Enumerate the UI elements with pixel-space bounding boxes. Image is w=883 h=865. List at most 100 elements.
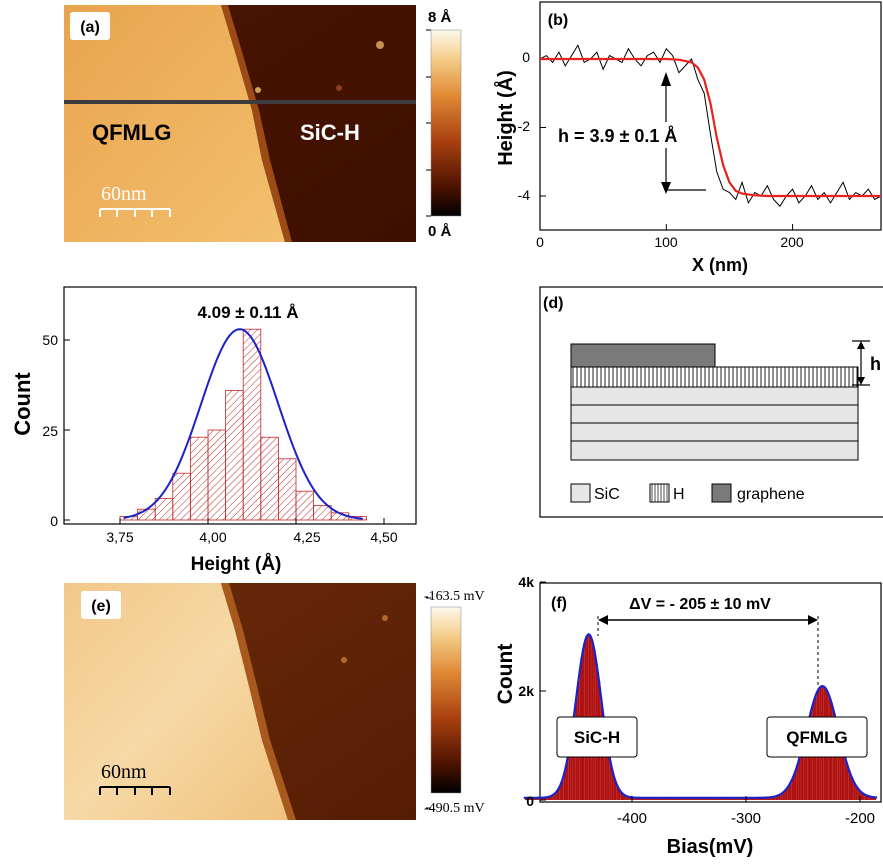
histogram-bar — [616, 785, 619, 800]
scale-bar-label: 60nm — [101, 761, 147, 783]
histogram-bar — [636, 797, 639, 800]
y-tick-label: 2k — [518, 683, 534, 699]
legend-swatch-graphene — [711, 483, 732, 503]
histogram-bar — [545, 797, 548, 800]
panel-label-box — [81, 591, 121, 619]
sic-layer — [570, 386, 859, 406]
x-tick-label: 200 — [780, 234, 804, 250]
histogram-bars — [119, 328, 367, 521]
histogram-bar — [538, 797, 541, 800]
fit-annotation: 4.09 ± 0.11 Å — [197, 303, 298, 322]
gaussian-fit-line — [523, 633, 878, 799]
histogram-bar — [547, 796, 551, 800]
histogram-bar — [794, 772, 797, 800]
x-tick-label: 4,00 — [199, 529, 226, 545]
panel-label: (a) — [80, 19, 100, 36]
histogram-bar — [762, 797, 765, 800]
histogram-bar — [260, 436, 279, 521]
histogram-bar — [609, 761, 612, 800]
histogram-bar — [207, 429, 227, 521]
colorbar-ticks — [426, 29, 431, 217]
colorbar-max-label: 8 Å — [428, 9, 452, 26]
x-tick-label: 4,25 — [293, 529, 320, 545]
panel-d: (d) h SiC H graphene — [539, 286, 883, 518]
histogram-bar — [572, 716, 576, 800]
x-tick-label: -300 — [731, 810, 761, 827]
fit-profile-line — [540, 57, 881, 198]
histogram-bar — [791, 777, 795, 800]
x-tick-label: 0 — [536, 234, 544, 250]
histogram-bar — [841, 748, 845, 800]
axis-ticks — [540, 581, 861, 802]
adsorbate-spot — [255, 87, 261, 93]
legend-label: H — [673, 486, 685, 503]
histogram-bar — [602, 716, 605, 800]
colorbar-min-label: -490.5 mV — [424, 801, 485, 816]
delta-v-annotation: ΔV = - 205 ± 10 mV — [629, 596, 771, 613]
sic-layer — [570, 404, 859, 424]
measured-profile-line — [539, 44, 882, 208]
histogram-bar — [638, 797, 642, 800]
histogram-bar — [632, 797, 635, 800]
height-marker-label: h — [870, 354, 881, 374]
histogram-bar — [873, 797, 877, 800]
histogram-bar — [623, 794, 626, 800]
y-tick-label: 0 — [50, 513, 58, 529]
gaussian-fit — [523, 633, 878, 799]
peak-label-qfmlg: QFMLG — [786, 728, 847, 747]
panel-label: (f) — [551, 595, 567, 612]
arrow-head — [598, 615, 608, 625]
peak-label-sic-h: SiC-H — [574, 728, 620, 747]
scale-bar — [99, 786, 171, 795]
gaussian-fit — [123, 328, 363, 520]
arrow-head — [857, 341, 865, 349]
histogram-bar — [759, 797, 763, 800]
histogram-bar — [559, 785, 562, 800]
adsorbate-spot — [382, 615, 388, 621]
histogram-bar — [154, 497, 174, 521]
histogram-bar — [313, 505, 332, 521]
plot-frame — [539, 582, 882, 803]
legend-swatch-h — [649, 483, 670, 503]
histogram-bar — [780, 793, 783, 800]
qfmlg-region — [64, 583, 288, 820]
x-axis-label: Bias(mV) — [667, 836, 754, 858]
histogram-bar — [566, 761, 569, 800]
histogram-bar — [803, 739, 806, 800]
histogram-bar — [807, 720, 810, 800]
histogram-bar — [755, 797, 758, 800]
histogram-bar — [778, 795, 781, 800]
histogram-bar — [620, 792, 624, 800]
y-tick-label: 4k — [518, 574, 534, 590]
histogram-bar — [848, 772, 852, 800]
histogram-bar — [568, 748, 571, 800]
histogram-bar — [552, 794, 555, 800]
histogram-bar — [866, 795, 870, 800]
histogram-bar — [172, 472, 191, 521]
colorbar-min-label: 0 Å — [428, 223, 452, 240]
x-axis-label: Height (Å) — [191, 554, 282, 575]
histogram-bar — [844, 757, 847, 800]
x-tick-label: 100 — [654, 234, 678, 250]
histogram-bar — [835, 720, 838, 800]
gaussian-fit-line — [123, 328, 363, 520]
y-tick-label: -4 — [518, 187, 531, 203]
y-axis-label: Height (Å) — [493, 70, 517, 166]
axis-ticks — [64, 339, 385, 524]
panel-label-box — [543, 590, 575, 614]
histogram-bar — [627, 796, 630, 800]
histogram-bar — [800, 748, 804, 800]
panel-label: (d) — [543, 295, 563, 312]
panel-e: (e) 60nm -163.5 mV -490.5 mV — [64, 583, 485, 820]
histogram-bar — [295, 490, 315, 521]
histogram-bar — [570, 733, 573, 800]
panel-label-box — [543, 6, 575, 30]
histogram-bar — [613, 779, 617, 800]
histogram-bar — [189, 436, 209, 521]
arrow-head — [808, 615, 818, 625]
histogram-bar — [766, 797, 769, 800]
adsorbate-spot — [376, 41, 384, 49]
histogram-bar — [837, 730, 840, 800]
graphene-layer — [570, 343, 716, 368]
histogram-bar — [242, 328, 262, 521]
